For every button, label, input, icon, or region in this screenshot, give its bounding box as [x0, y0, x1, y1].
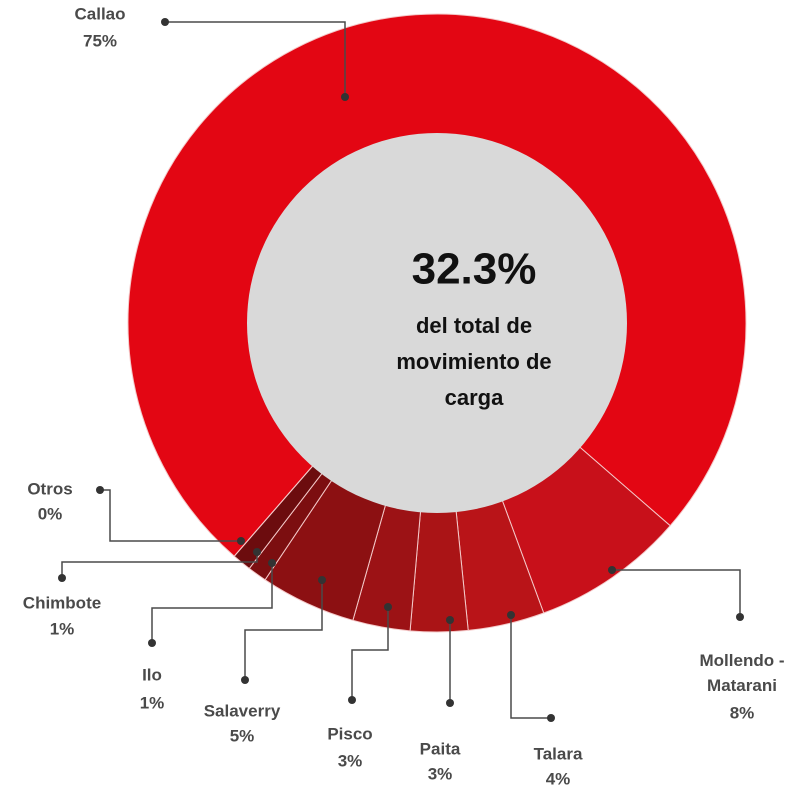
center-text: carga [445, 385, 504, 410]
slice-label: Otros [27, 479, 72, 498]
slice-label: Paita [420, 739, 461, 758]
leader-line [151, 563, 273, 643]
slice-value-label: 75% [83, 31, 117, 50]
center-text: movimiento de [396, 349, 551, 374]
center-value: 32.3% [412, 245, 537, 294]
leader-dot [547, 714, 555, 722]
leader-line [510, 615, 551, 719]
slice-value-label: 5% [230, 726, 255, 745]
slice-value-label: 4% [546, 769, 571, 786]
slice-label: Salaverry [204, 701, 281, 720]
leader-dot [253, 548, 261, 556]
leader-dot [318, 576, 326, 584]
slice-label: Chimbote [23, 593, 101, 612]
leader-dot [446, 616, 454, 624]
leader-dot [148, 639, 156, 647]
leader-dot [58, 574, 66, 582]
leader-dot [268, 559, 276, 567]
leader-dot [446, 699, 454, 707]
leader-dot [736, 613, 744, 621]
leader-dot [96, 486, 104, 494]
slice-value-label: 3% [428, 764, 453, 783]
leader-line [351, 607, 389, 700]
leader-line [165, 21, 346, 97]
leader-line [61, 552, 258, 578]
slice-label: Talara [534, 744, 583, 763]
slice-label: Mollendo -Matarani [700, 651, 785, 695]
center-text: del total de [416, 313, 532, 338]
leader-dot [237, 537, 245, 545]
slice-label: Pisco [327, 724, 372, 743]
leader-dot [241, 676, 249, 684]
leader-line [244, 580, 323, 680]
slice-label: Callao [74, 4, 125, 23]
leader-line [612, 569, 741, 617]
leader-dot [608, 566, 616, 574]
slice-value-label: 1% [50, 619, 75, 638]
slice-value-label: 1% [140, 693, 165, 712]
leader-dot [348, 696, 356, 704]
leader-dot [341, 93, 349, 101]
leader-dot [384, 603, 392, 611]
slice-label: Ilo [142, 665, 162, 684]
slice-value-label: 8% [730, 703, 755, 722]
donut-hole [247, 133, 627, 513]
slice-value-label: 0% [38, 504, 63, 523]
slice-value-label: 3% [338, 751, 363, 770]
leader-line [100, 489, 241, 542]
leader-dot [507, 611, 515, 619]
leader-dot [161, 18, 169, 26]
